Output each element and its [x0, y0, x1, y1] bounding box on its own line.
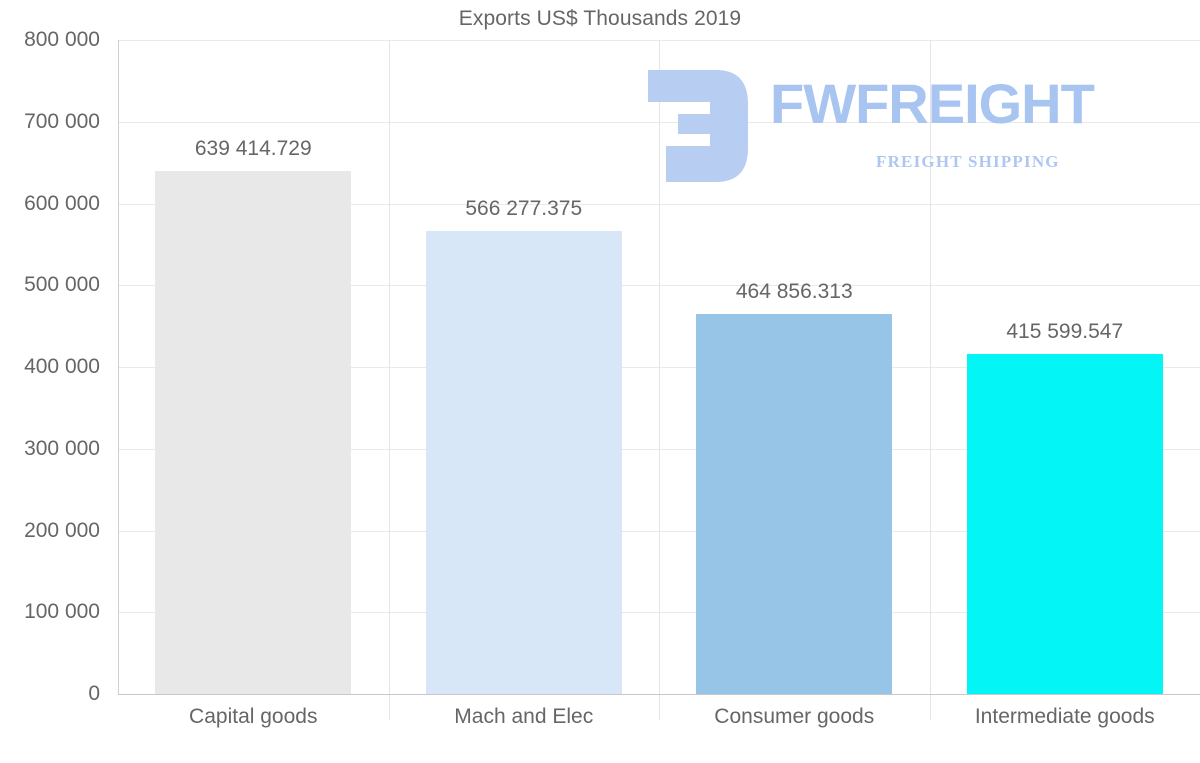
y-axis-tick-label: 500 000: [24, 273, 100, 297]
y-axis-tick-label: 100 000: [24, 600, 100, 624]
x-axis-category-label: Consumer goods: [714, 705, 875, 728]
bar[interactable]: [966, 354, 1163, 694]
x-axis-category-label: Mach and Elec: [454, 705, 594, 728]
y-axis-tick-label: 800 000: [24, 28, 100, 51]
y-axis-tick-label: 600 000: [24, 191, 100, 215]
category-separator: [930, 40, 931, 720]
category-separator: [659, 40, 660, 720]
y-axis-line: [118, 40, 119, 695]
x-axis-category-label: Intermediate goods: [974, 705, 1155, 728]
chart-title: Exports US$ Thousands 2019: [458, 7, 742, 30]
bar-value-label: 566 277.375: [465, 197, 583, 221]
bar[interactable]: [425, 231, 622, 694]
y-axis-tick-label: 300 000: [24, 436, 100, 460]
bar[interactable]: [155, 171, 352, 694]
x-axis-line: [118, 694, 1200, 695]
y-axis-tick-label: 400 000: [24, 355, 100, 378]
bar-value-label: 639 414.729: [194, 137, 312, 161]
plot-area: [118, 40, 1200, 720]
y-axis-tick-label: 700 000: [24, 109, 100, 133]
bar-value-label: 464 856.313: [735, 279, 853, 303]
category-separator: [389, 40, 390, 720]
bar[interactable]: [696, 313, 893, 694]
y-axis-tick-label: 0: [88, 682, 100, 705]
x-axis-category-label: Capital goods: [189, 705, 318, 728]
bar-value-label: 415 599.547: [1006, 320, 1124, 344]
y-axis-tick-label: 200 000: [24, 518, 100, 542]
